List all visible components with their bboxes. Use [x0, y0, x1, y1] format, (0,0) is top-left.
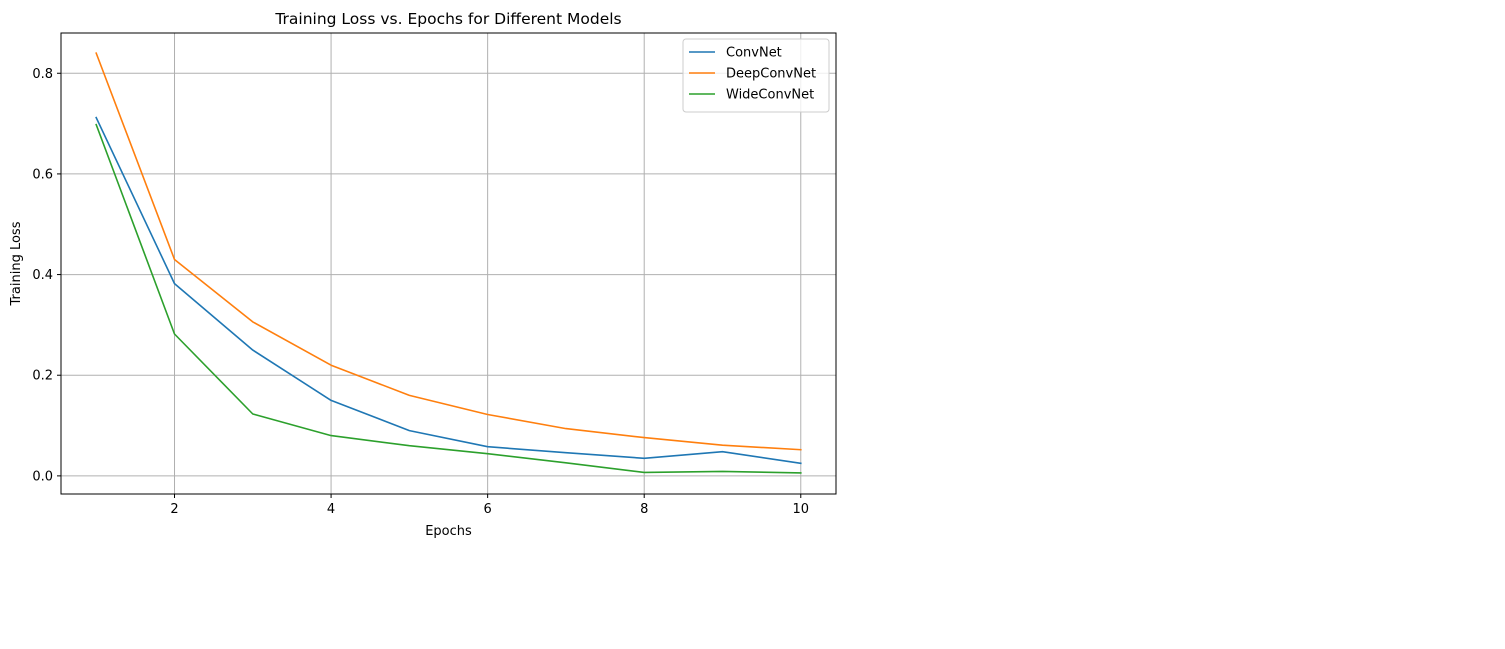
x-tick-label: 6 — [484, 502, 492, 517]
x-tick-label: 8 — [640, 502, 648, 517]
series-line-wideconvnet — [95, 123, 802, 474]
y-axis-title: Training Loss — [9, 221, 24, 306]
legend: ConvNet DeepConvNet WideConvNet — [682, 38, 830, 113]
tick-layer: 2 4 6 8 10 0.0 0.2 0.4 0.6 0.8 — [32, 67, 809, 517]
legend-label-deepconvnet: DeepConvNet — [726, 67, 816, 82]
legend-label-convnet: ConvNet — [726, 46, 782, 61]
series-line-convnet — [95, 116, 802, 465]
y-tick-label: 0.0 — [32, 469, 53, 484]
x-tick-label: 10 — [792, 502, 809, 517]
series-layer — [95, 52, 802, 474]
series-line-deepconvnet — [95, 52, 802, 451]
y-tick-label: 0.4 — [32, 268, 53, 283]
y-tick-label: 0.6 — [32, 167, 53, 182]
legend-box — [682, 38, 830, 113]
legend-label-wideconvnet: WideConvNet — [726, 88, 814, 103]
plot-frame — [60, 32, 837, 495]
chart-title: Training Loss vs. Epochs for Different M… — [274, 10, 621, 28]
x-tick-label: 2 — [170, 502, 178, 517]
x-axis-title: Epochs — [425, 524, 472, 539]
y-tick-label: 0.2 — [32, 369, 53, 384]
x-tick-label: 4 — [327, 502, 335, 517]
y-tick-label: 0.8 — [32, 67, 53, 82]
